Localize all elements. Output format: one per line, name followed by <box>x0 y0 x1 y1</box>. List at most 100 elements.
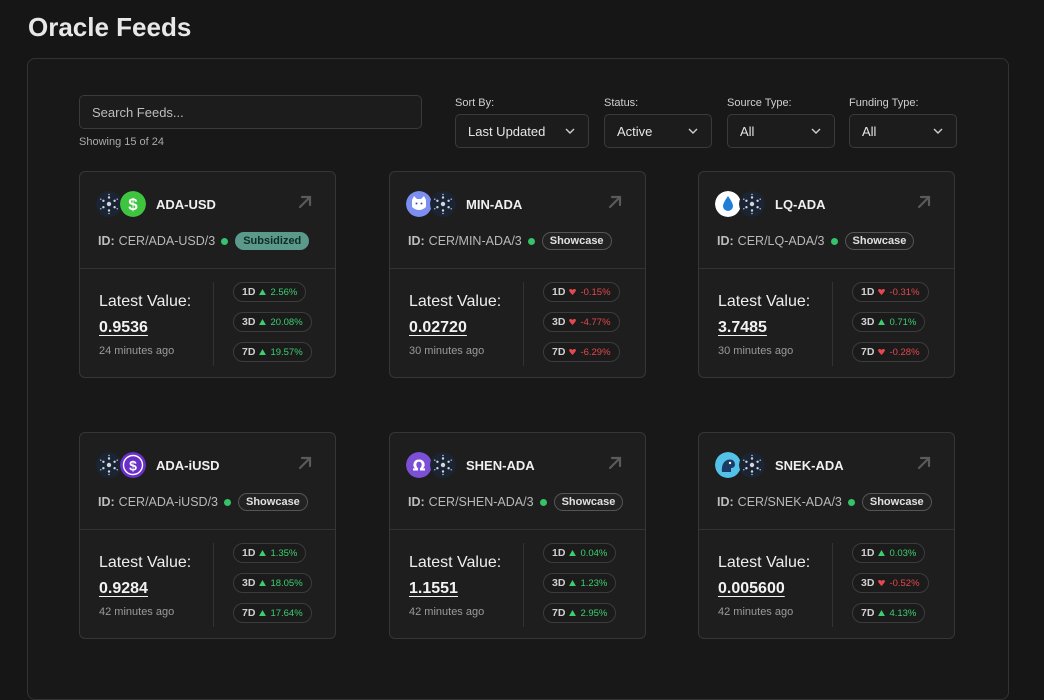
updated-time: 30 minutes ago <box>409 345 485 357</box>
change-percent: 17.64% <box>270 607 303 619</box>
change-percent: 19.57% <box>270 346 303 358</box>
change-period: 7D <box>242 346 256 358</box>
feed-card[interactable]: SNEK-ADA ID: CER/SNEK-ADA/3 Showcase Lat… <box>698 432 955 639</box>
external-link-icon[interactable] <box>297 194 313 210</box>
feed-id-row: ID: CER/ADA-iUSD/3 Showcase <box>98 493 308 511</box>
change-period: 1D <box>552 547 566 559</box>
feed-id: CER/SHEN-ADA/3 <box>428 495 534 509</box>
source-type-value: All <box>740 123 755 139</box>
external-link-icon[interactable] <box>297 455 313 471</box>
latest-value[interactable]: 3.7485 <box>718 319 767 336</box>
feed-id-row: ID: CER/LQ-ADA/3 Showcase <box>717 232 915 250</box>
change-period: 3D <box>242 316 256 328</box>
page-title: Oracle Feeds <box>28 12 192 42</box>
status-dot <box>527 237 535 245</box>
arrow-up-icon <box>259 319 267 325</box>
change-period: 7D <box>861 346 875 358</box>
change-chip-3d: 3D 0.71% <box>852 312 926 332</box>
latest-value[interactable]: 0.9536 <box>99 319 148 336</box>
feed-pair-name: SHEN-ADA <box>466 457 535 473</box>
arrow-up-icon <box>569 610 577 616</box>
snek-icon <box>715 452 741 478</box>
change-period: 7D <box>552 346 566 358</box>
latest-value[interactable]: 0.9284 <box>99 580 148 597</box>
feed-card[interactable]: Ω SHEN-ADA ID: CER/SHEN-ADA/3 Showcase L… <box>389 432 646 639</box>
feed-card[interactable]: LQ-ADA ID: CER/LQ-ADA/3 Showcase Latest … <box>698 171 955 378</box>
change-chip-3d: 3D 20.08% <box>233 312 312 332</box>
feed-id-row: ID: CER/SNEK-ADA/3 Showcase <box>717 493 932 511</box>
feed-pair-name: MIN-ADA <box>466 196 523 212</box>
feed-pair-name: ADA-iUSD <box>156 457 220 473</box>
divider <box>523 543 524 627</box>
change-percent: 2.95% <box>580 607 608 619</box>
change-percent: 0.71% <box>889 316 917 328</box>
arrow-down-icon <box>569 319 577 325</box>
divider <box>699 529 954 530</box>
change-period: 1D <box>242 547 256 559</box>
feed-tag-badge: Subsidized <box>235 232 310 250</box>
divider <box>699 268 954 269</box>
change-chip-1d: 1D 0.03% <box>852 543 926 563</box>
latest-value-label: Latest Value: <box>99 554 192 571</box>
feed-tag-badge: Showcase <box>553 493 624 511</box>
status-value: Active <box>617 123 653 139</box>
external-link-icon[interactable] <box>916 194 932 210</box>
change-period: 3D <box>861 577 875 589</box>
latest-value[interactable]: 0.005600 <box>718 580 785 597</box>
latest-value[interactable]: 0.02720 <box>409 319 467 336</box>
cardano-icon <box>96 452 122 478</box>
feed-header: $ ADA-USD <box>96 191 216 217</box>
sort-by-select[interactable]: Last Updated <box>455 114 589 148</box>
change-percent: 20.08% <box>270 316 303 328</box>
change-percent: -0.52% <box>889 577 920 589</box>
latest-value-label: Latest Value: <box>99 293 192 310</box>
divider <box>80 268 335 269</box>
chevron-down-icon <box>811 128 821 134</box>
change-chip-1d: 1D -0.31% <box>852 282 929 302</box>
change-chip-7d: 7D -6.29% <box>543 342 620 362</box>
updated-time: 42 minutes ago <box>99 606 175 618</box>
status-select[interactable]: Active <box>604 114 712 148</box>
change-period: 1D <box>552 286 566 298</box>
arrow-up-icon <box>259 349 267 355</box>
feed-card[interactable]: $ ADA-iUSD ID: CER/ADA-iUSD/3 Showcase L… <box>79 432 336 639</box>
token-icons: $ <box>96 452 146 478</box>
external-link-icon[interactable] <box>916 455 932 471</box>
feed-card[interactable]: $ ADA-USD ID: CER/ADA-USD/3 Subsidized L… <box>79 171 336 378</box>
external-link-icon[interactable] <box>607 455 623 471</box>
arrow-up-icon <box>569 580 577 586</box>
change-chip-3d: 3D 1.23% <box>543 573 617 593</box>
svg-text:$: $ <box>129 458 137 474</box>
source-type-label: Source Type: <box>727 97 792 109</box>
external-link-icon[interactable] <box>607 194 623 210</box>
cardano-icon <box>739 191 765 217</box>
token-icons <box>715 452 765 478</box>
arrow-up-icon <box>569 550 577 556</box>
arrow-down-icon <box>569 349 577 355</box>
feed-card[interactable]: MIN-ADA ID: CER/MIN-ADA/3 Showcase Lates… <box>389 171 646 378</box>
updated-time: 42 minutes ago <box>409 606 485 618</box>
feed-id-row: ID: CER/SHEN-ADA/3 Showcase <box>408 493 624 511</box>
status-dot <box>830 237 838 245</box>
funding-type-select[interactable]: All <box>849 114 957 148</box>
token-icons <box>406 191 456 217</box>
latest-value-label: Latest Value: <box>718 293 811 310</box>
change-period: 1D <box>242 286 256 298</box>
iusd-dollar-icon: $ <box>120 452 146 478</box>
svg-text:Ω: Ω <box>413 457 426 475</box>
search-input[interactable] <box>79 95 422 129</box>
updated-time: 30 minutes ago <box>718 345 794 357</box>
source-type-select[interactable]: All <box>727 114 835 148</box>
feed-header: Ω SHEN-ADA <box>406 452 535 478</box>
change-percent: -0.31% <box>889 286 920 298</box>
latest-value-label: Latest Value: <box>409 293 502 310</box>
latest-value[interactable]: 1.1551 <box>409 580 458 597</box>
feed-id-row: ID: CER/MIN-ADA/3 Showcase <box>408 232 612 250</box>
change-period: 7D <box>552 607 566 619</box>
change-percent: -4.77% <box>580 316 611 328</box>
funding-type-value: All <box>862 123 877 139</box>
feed-id: CER/LQ-ADA/3 <box>737 234 825 248</box>
latest-value-label: Latest Value: <box>718 554 811 571</box>
change-period: 1D <box>861 547 875 559</box>
latest-value-label: Latest Value: <box>409 554 502 571</box>
